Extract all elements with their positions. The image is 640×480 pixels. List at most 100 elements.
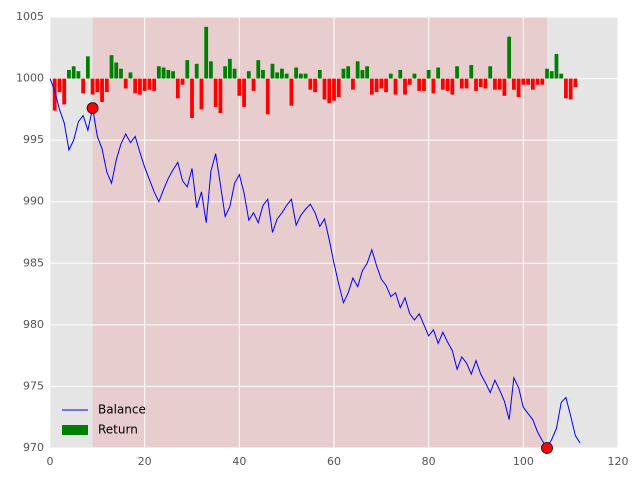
return-bar	[478, 78, 483, 88]
marker	[541, 442, 553, 454]
return-bar	[67, 69, 71, 79]
return-bar	[564, 78, 568, 99]
return-bar	[545, 68, 549, 79]
return-bar	[336, 78, 341, 98]
return-bar	[341, 68, 346, 79]
marker	[86, 102, 99, 115]
return-bar	[180, 78, 185, 85]
return-bar	[412, 73, 417, 79]
return-bar	[246, 71, 251, 79]
return-bar	[256, 60, 261, 79]
balance-line	[49, 78, 581, 449]
return-bar	[440, 78, 445, 90]
return-bar	[327, 78, 332, 104]
return-bar	[223, 66, 228, 79]
legend-label: Return	[98, 423, 138, 437]
return-bar	[540, 78, 545, 85]
return-bar	[521, 78, 526, 85]
return-bar	[95, 78, 100, 93]
return-bar	[209, 61, 213, 79]
return-bar	[369, 78, 374, 95]
return-bar	[294, 67, 299, 79]
y-tick-label: 975	[23, 379, 44, 392]
return-bar	[493, 78, 497, 90]
return-bar	[554, 53, 559, 79]
x-tick-label: 60	[327, 455, 341, 468]
return-bar	[317, 69, 322, 79]
y-tick-label: 980	[23, 318, 44, 331]
return-bar	[346, 66, 351, 79]
y-tick-label: 1005	[16, 10, 44, 23]
x-tick-label: 120	[608, 455, 629, 468]
legend-label: Balance	[98, 403, 146, 417]
return-bar	[284, 73, 289, 79]
return-bar	[393, 78, 398, 95]
x-tick-label: 0	[47, 455, 54, 468]
return-bar	[559, 73, 564, 79]
return-bar	[379, 78, 384, 89]
return-bar	[530, 78, 535, 90]
return-bar	[398, 69, 403, 79]
return-bar	[308, 78, 313, 90]
return-bar	[497, 78, 502, 90]
highlight-span	[92, 17, 547, 448]
return-bar	[469, 65, 474, 79]
return-bar	[280, 68, 284, 79]
x-tick-label: 40	[232, 455, 246, 468]
return-bar	[455, 66, 459, 79]
return-bar	[185, 60, 190, 79]
return-bar	[445, 78, 450, 91]
return-bar	[351, 78, 355, 90]
return-bar	[138, 78, 142, 95]
y-tick-label: 990	[23, 195, 44, 208]
return-bar	[535, 78, 540, 85]
return-bar	[152, 78, 157, 91]
return-bar	[114, 62, 119, 79]
return-bar	[275, 72, 280, 79]
return-bar	[171, 71, 175, 79]
return-bar	[549, 71, 554, 79]
return-bar	[90, 78, 95, 95]
return-bar	[464, 78, 469, 89]
return-bar	[298, 73, 303, 79]
return-bar	[81, 78, 86, 94]
return-bar	[502, 78, 507, 96]
return-bar	[76, 71, 81, 79]
return-bar	[450, 78, 455, 95]
return-bar	[322, 78, 327, 100]
return-bar	[265, 78, 270, 115]
return-bar	[119, 68, 123, 79]
return-bar	[242, 78, 246, 107]
y-tick-label: 1000	[16, 72, 44, 85]
y-tick-label: 985	[23, 256, 44, 269]
return-bar	[422, 78, 426, 91]
return-bar	[303, 73, 308, 79]
return-bar	[403, 78, 407, 95]
return-bar	[507, 36, 512, 79]
return-bar	[227, 58, 232, 79]
return-bar	[204, 26, 209, 79]
return-bar	[388, 73, 393, 79]
x-tick-label: 20	[138, 455, 152, 468]
return-bar	[161, 67, 166, 79]
return-bar	[261, 69, 265, 79]
return-bar	[573, 78, 578, 88]
return-bar	[109, 55, 114, 79]
return-bar	[459, 78, 464, 89]
x-tick-label: 80	[422, 455, 436, 468]
return-bar	[57, 78, 62, 93]
return-bar	[62, 78, 67, 105]
return-bar	[431, 78, 436, 94]
return-bar	[516, 78, 521, 98]
return-bar	[313, 78, 317, 93]
return-bar	[133, 78, 138, 94]
y-tick-label: 970	[23, 441, 44, 454]
return-bar	[426, 69, 431, 79]
return-bar	[384, 78, 388, 93]
return-bar	[71, 66, 76, 79]
legend-swatch	[62, 425, 88, 435]
return-bar	[474, 78, 478, 91]
x-tick-label: 100	[513, 455, 534, 468]
return-bar	[365, 66, 370, 79]
